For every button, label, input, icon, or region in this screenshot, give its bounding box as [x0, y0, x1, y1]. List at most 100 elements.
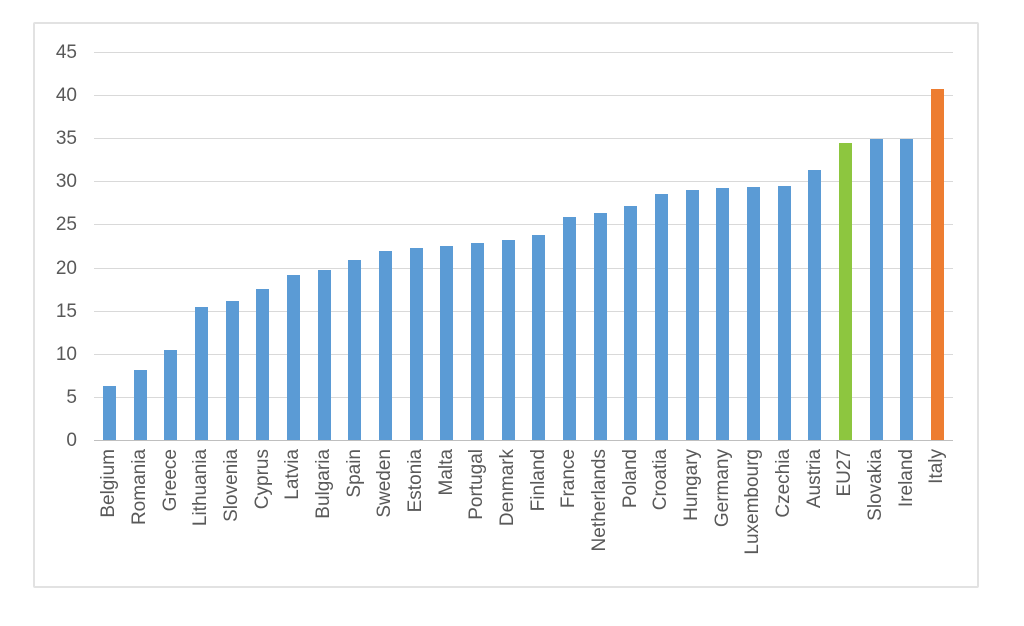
bar-slovakia	[869, 139, 883, 441]
bar-estonia	[409, 247, 423, 441]
bar-slot-france: France	[554, 53, 585, 508]
y-tick-label-25: 25	[55, 214, 77, 236]
bar-malta	[440, 246, 454, 441]
gridline-20	[94, 267, 953, 269]
bar-slot-belgium: Belgium	[94, 53, 125, 518]
bar-greece	[164, 349, 178, 441]
bar-slot-netherlands: Netherlands	[585, 53, 616, 551]
bar-austria	[808, 170, 822, 441]
gridline-10	[94, 353, 953, 355]
bar-slot-denmark: Denmark	[493, 53, 524, 526]
bar-belgium	[102, 385, 116, 441]
y-tick-label-40: 40	[55, 85, 77, 107]
gridline-15	[94, 310, 953, 312]
y-axis-labels: 0 5 10 15 20 25 30 35 40 45	[35, 43, 83, 451]
x-axis-label-portugal: Portugal	[466, 449, 488, 520]
bar-ireland	[900, 139, 914, 441]
x-axis-label-belgium: Belgium	[98, 449, 120, 518]
x-axis-label-austria: Austria	[803, 449, 825, 509]
bar-luxembourg	[746, 186, 760, 441]
bar-slot-romania: Romania	[125, 53, 156, 525]
bar-slot-greece: Greece	[155, 53, 186, 511]
bar-slot-lithuania: Lithuania	[186, 53, 217, 526]
bar-france	[562, 216, 576, 441]
gridline-45	[94, 52, 953, 53]
bar-slot-spain: Spain	[339, 53, 370, 498]
bar-romania	[133, 370, 147, 441]
y-tick-label-30: 30	[55, 171, 77, 193]
bar-slot-finland: Finland	[523, 53, 554, 511]
x-axis-label-cyprus: Cyprus	[251, 449, 273, 510]
bar-finland	[532, 234, 546, 441]
bar-slot-portugal: Portugal	[462, 53, 493, 520]
y-tick-label-10: 10	[55, 343, 77, 365]
x-axis-label-sweden: Sweden	[374, 449, 396, 518]
bar-slot-croatia: Croatia	[646, 53, 677, 510]
bar-italy	[930, 89, 944, 441]
bars-container: Belgium Romania Greece Lithuania Slovenia Cyp…	[94, 53, 953, 555]
chart-frame: 0 5 10 15 20 25 30 35 40 45 Belgium Romania Greece L…	[33, 22, 979, 588]
bar-slot-austria: Austria	[799, 53, 830, 508]
bar-slot-eu27: EU27	[830, 53, 861, 497]
y-tick-label-0: 0	[66, 430, 77, 451]
gridline-40	[94, 95, 953, 97]
y-tick-label-35: 35	[55, 128, 77, 150]
x-axis-label-ireland: Ireland	[895, 449, 917, 508]
bar-hungary	[685, 190, 699, 441]
x-axis-label-estonia: Estonia	[405, 449, 427, 513]
bar-slot-germany: Germany	[707, 53, 738, 527]
gridline-25	[94, 224, 953, 226]
bar-slot-czechia: Czechia	[769, 53, 800, 518]
bar-slot-hungary: Hungary	[677, 53, 708, 521]
x-axis-label-netherlands: Netherlands	[589, 449, 611, 552]
y-tick-label-20: 20	[55, 257, 77, 279]
bar-slot-slovenia: Slovenia	[217, 53, 248, 522]
bar-slot-italy: Italy	[922, 53, 953, 484]
bar-spain	[348, 259, 362, 441]
x-axis-label-slovenia: Slovenia	[221, 449, 243, 522]
bar-germany	[716, 188, 730, 441]
x-axis-label-greece: Greece	[159, 449, 181, 512]
x-axis-label-lithuania: Lithuania	[190, 449, 212, 527]
x-axis-label-malta: Malta	[435, 449, 457, 496]
y-tick-label-5: 5	[66, 386, 77, 408]
bar-slot-malta: Malta	[431, 53, 462, 495]
x-axis-label-france: France	[558, 449, 580, 509]
gridline-5	[94, 396, 953, 398]
bar-denmark	[501, 240, 515, 441]
x-axis-label-luxembourg: Luxembourg	[742, 449, 764, 555]
x-axis-label-italy: Italy	[926, 449, 948, 484]
x-axis-label-hungary: Hungary	[681, 449, 703, 521]
bar-portugal	[470, 242, 484, 441]
x-axis-label-eu27: EU27	[834, 449, 856, 497]
bar-croatia	[654, 194, 668, 441]
x-axis-label-denmark: Denmark	[497, 449, 519, 527]
bar-czechia	[777, 185, 791, 441]
x-axis-label-romania: Romania	[129, 449, 150, 526]
y-tick-label-45: 45	[55, 42, 77, 63]
bar-netherlands	[593, 213, 607, 441]
gridline-35	[94, 138, 953, 140]
x-axis-label-croatia: Croatia	[650, 449, 672, 511]
bar-slot-sweden: Sweden	[370, 53, 401, 518]
x-axis-label-spain: Spain	[343, 449, 365, 498]
x-axis-label-czechia: Czechia	[773, 449, 795, 518]
x-axis-label-finland: Finland	[527, 449, 549, 512]
plot-area: 0 5 10 15 20 25 30 35 40 45 Belgium Romania Greece L…	[56, 43, 953, 555]
bar-latvia	[286, 274, 300, 441]
y-tick-label-15: 15	[55, 300, 77, 322]
bar-slot-cyprus: Cyprus	[247, 53, 278, 509]
x-axis-line	[94, 440, 953, 441]
gridline-30	[94, 181, 953, 183]
bar-slot-estonia: Estonia	[401, 53, 432, 512]
bar-slot-poland: Poland	[615, 53, 646, 508]
x-axis-label-poland: Poland	[619, 449, 641, 509]
bar-poland	[624, 205, 638, 441]
x-axis-label-bulgaria: Bulgaria	[313, 449, 335, 519]
bar-slot-latvia: Latvia	[278, 53, 309, 500]
bar-bulgaria	[317, 270, 331, 441]
bar-eu27	[838, 142, 852, 441]
bar-slot-slovakia: Slovakia	[861, 53, 892, 521]
bar-lithuania	[194, 306, 208, 441]
bar-cyprus	[256, 289, 270, 441]
